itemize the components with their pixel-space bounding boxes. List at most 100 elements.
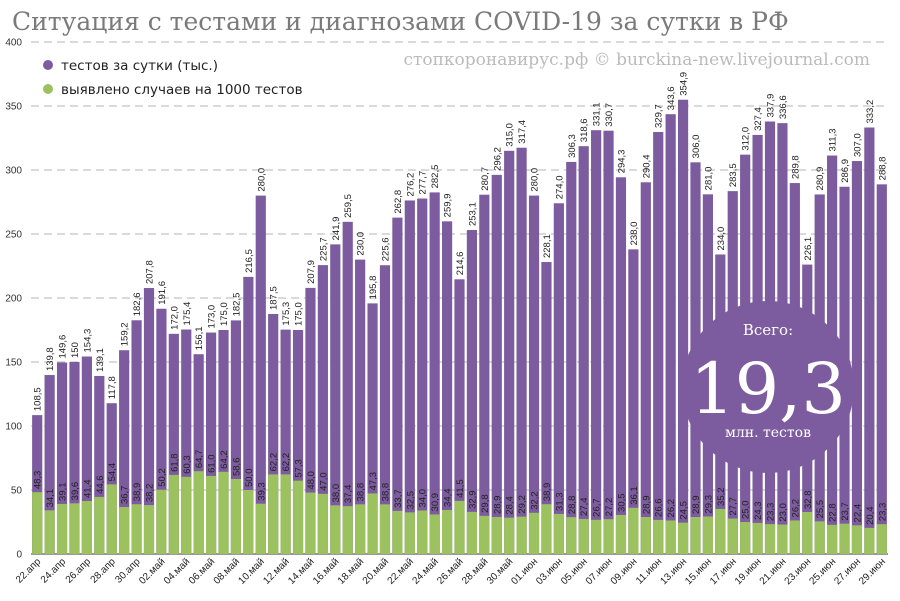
label-tests: 312,0 (741, 127, 752, 151)
label-cases: 32,2 (530, 491, 541, 510)
bar-tests (603, 130, 614, 555)
label-tests: 288,8 (877, 157, 888, 181)
label-tests: 277,7 (418, 171, 429, 195)
bar-tests (44, 375, 55, 554)
bar-cases (429, 514, 440, 554)
bar-cases (355, 504, 366, 554)
label-tests: 306,3 (567, 134, 578, 158)
label-cases: 27,7 (728, 497, 739, 516)
bar-tests (653, 131, 664, 554)
label-cases: 61,8 (169, 453, 180, 472)
y-tick-label: 250 (5, 230, 22, 241)
bar-cases (392, 510, 403, 554)
bar-cases (143, 505, 155, 554)
legend-marker-cases (43, 84, 53, 94)
bar-cases (603, 519, 614, 554)
label-cases: 24,3 (753, 501, 764, 520)
label-cases: 27,2 (604, 498, 615, 517)
x-tick-label: 13.июн (658, 556, 689, 587)
x-tick-label: 08.май (212, 556, 242, 586)
x-tick-label: 01.июн (509, 556, 540, 587)
label-tests: 156,1 (194, 326, 205, 350)
bar-tests (330, 244, 341, 555)
bar-cases (665, 520, 676, 554)
label-tests: 207,8 (144, 260, 155, 284)
bar-tests (342, 221, 353, 554)
y-tick-label: 50 (11, 486, 23, 497)
x-tick-label: 19.июн (733, 556, 764, 587)
y-tick-label: 300 (5, 166, 22, 177)
label-tests: 331,1 (592, 102, 603, 126)
x-tick-label: 26.апр (64, 556, 94, 586)
x-tick-label: 18.май (336, 556, 366, 586)
label-cases: 58,6 (231, 457, 242, 476)
x-tick-label: 28.май (460, 556, 490, 586)
bar-cases (342, 506, 353, 554)
label-tests: 253,1 (467, 202, 478, 226)
label-cases: 38,8 (356, 483, 367, 502)
bar-tests (131, 320, 142, 554)
y-tick-label: 100 (5, 422, 22, 433)
bar-tests (119, 350, 130, 554)
label-cases: 26,2 (666, 499, 677, 518)
bar-cases (541, 504, 552, 554)
y-tick-label: 200 (5, 294, 22, 305)
bar-cases (566, 517, 577, 554)
bar-tests (615, 177, 627, 554)
label-cases: 28,9 (641, 496, 652, 515)
bar-cases (32, 492, 43, 554)
bar-tests (677, 99, 689, 554)
bar-cases (404, 512, 415, 554)
bar-cases (777, 524, 788, 554)
label-tests: 329,7 (654, 104, 665, 128)
bar-tests (864, 127, 875, 554)
label-tests: 311,3 (828, 128, 839, 151)
bar-tests (404, 200, 415, 555)
label-cases: 62,2 (281, 453, 292, 472)
bar-cases (255, 503, 266, 554)
bar-tests (504, 150, 515, 555)
x-tick-label: 07.июн (584, 556, 615, 587)
label-tests: 259,9 (443, 194, 454, 218)
badge-unit: млн. тестов (725, 425, 811, 441)
label-cases: 39,6 (70, 482, 81, 501)
bar-cases (491, 517, 502, 554)
bar-tests (578, 146, 589, 554)
label-tests: 175,3 (281, 302, 292, 326)
bar-cases (516, 516, 527, 554)
bar-cases (193, 471, 204, 554)
x-tick-label: 27.июн (832, 556, 863, 587)
bar-cases (653, 519, 664, 554)
bar-tests (591, 130, 602, 554)
bar-cases (628, 507, 639, 554)
bar-cases (876, 524, 887, 554)
bar-cases (441, 509, 453, 554)
bar-cases (56, 503, 68, 554)
y-tick-label: 0 (16, 550, 22, 561)
label-tests: 296,2 (492, 147, 503, 171)
label-tests: 276,2 (405, 173, 416, 197)
bar-cases (156, 489, 167, 554)
bar-tests (367, 303, 378, 554)
bar-tests (69, 362, 80, 554)
bar-cases (640, 517, 651, 554)
bar-cases (851, 525, 863, 554)
label-tests: 337,9 (766, 94, 777, 118)
label-tests: 327,4 (753, 107, 764, 131)
x-tick-label: 02.май (137, 556, 167, 586)
bar-tests (454, 279, 465, 554)
label-cases: 41,4 (82, 480, 93, 499)
label-tests: 330,7 (604, 103, 615, 127)
label-cases: 33,7 (393, 489, 404, 508)
bar-tests (528, 195, 540, 554)
bar-cases (379, 504, 391, 554)
label-tests: 307,0 (852, 133, 863, 157)
bar-tests (193, 354, 204, 554)
x-tick-label: 20.май (361, 556, 391, 586)
label-cases: 24,5 (679, 501, 690, 520)
label-tests: 173,0 (207, 305, 218, 329)
label-cases: 26,7 (592, 498, 603, 517)
label-tests: 172,0 (169, 306, 180, 330)
x-tick-label: 21.июн (758, 556, 789, 587)
bar-tests (181, 329, 192, 554)
